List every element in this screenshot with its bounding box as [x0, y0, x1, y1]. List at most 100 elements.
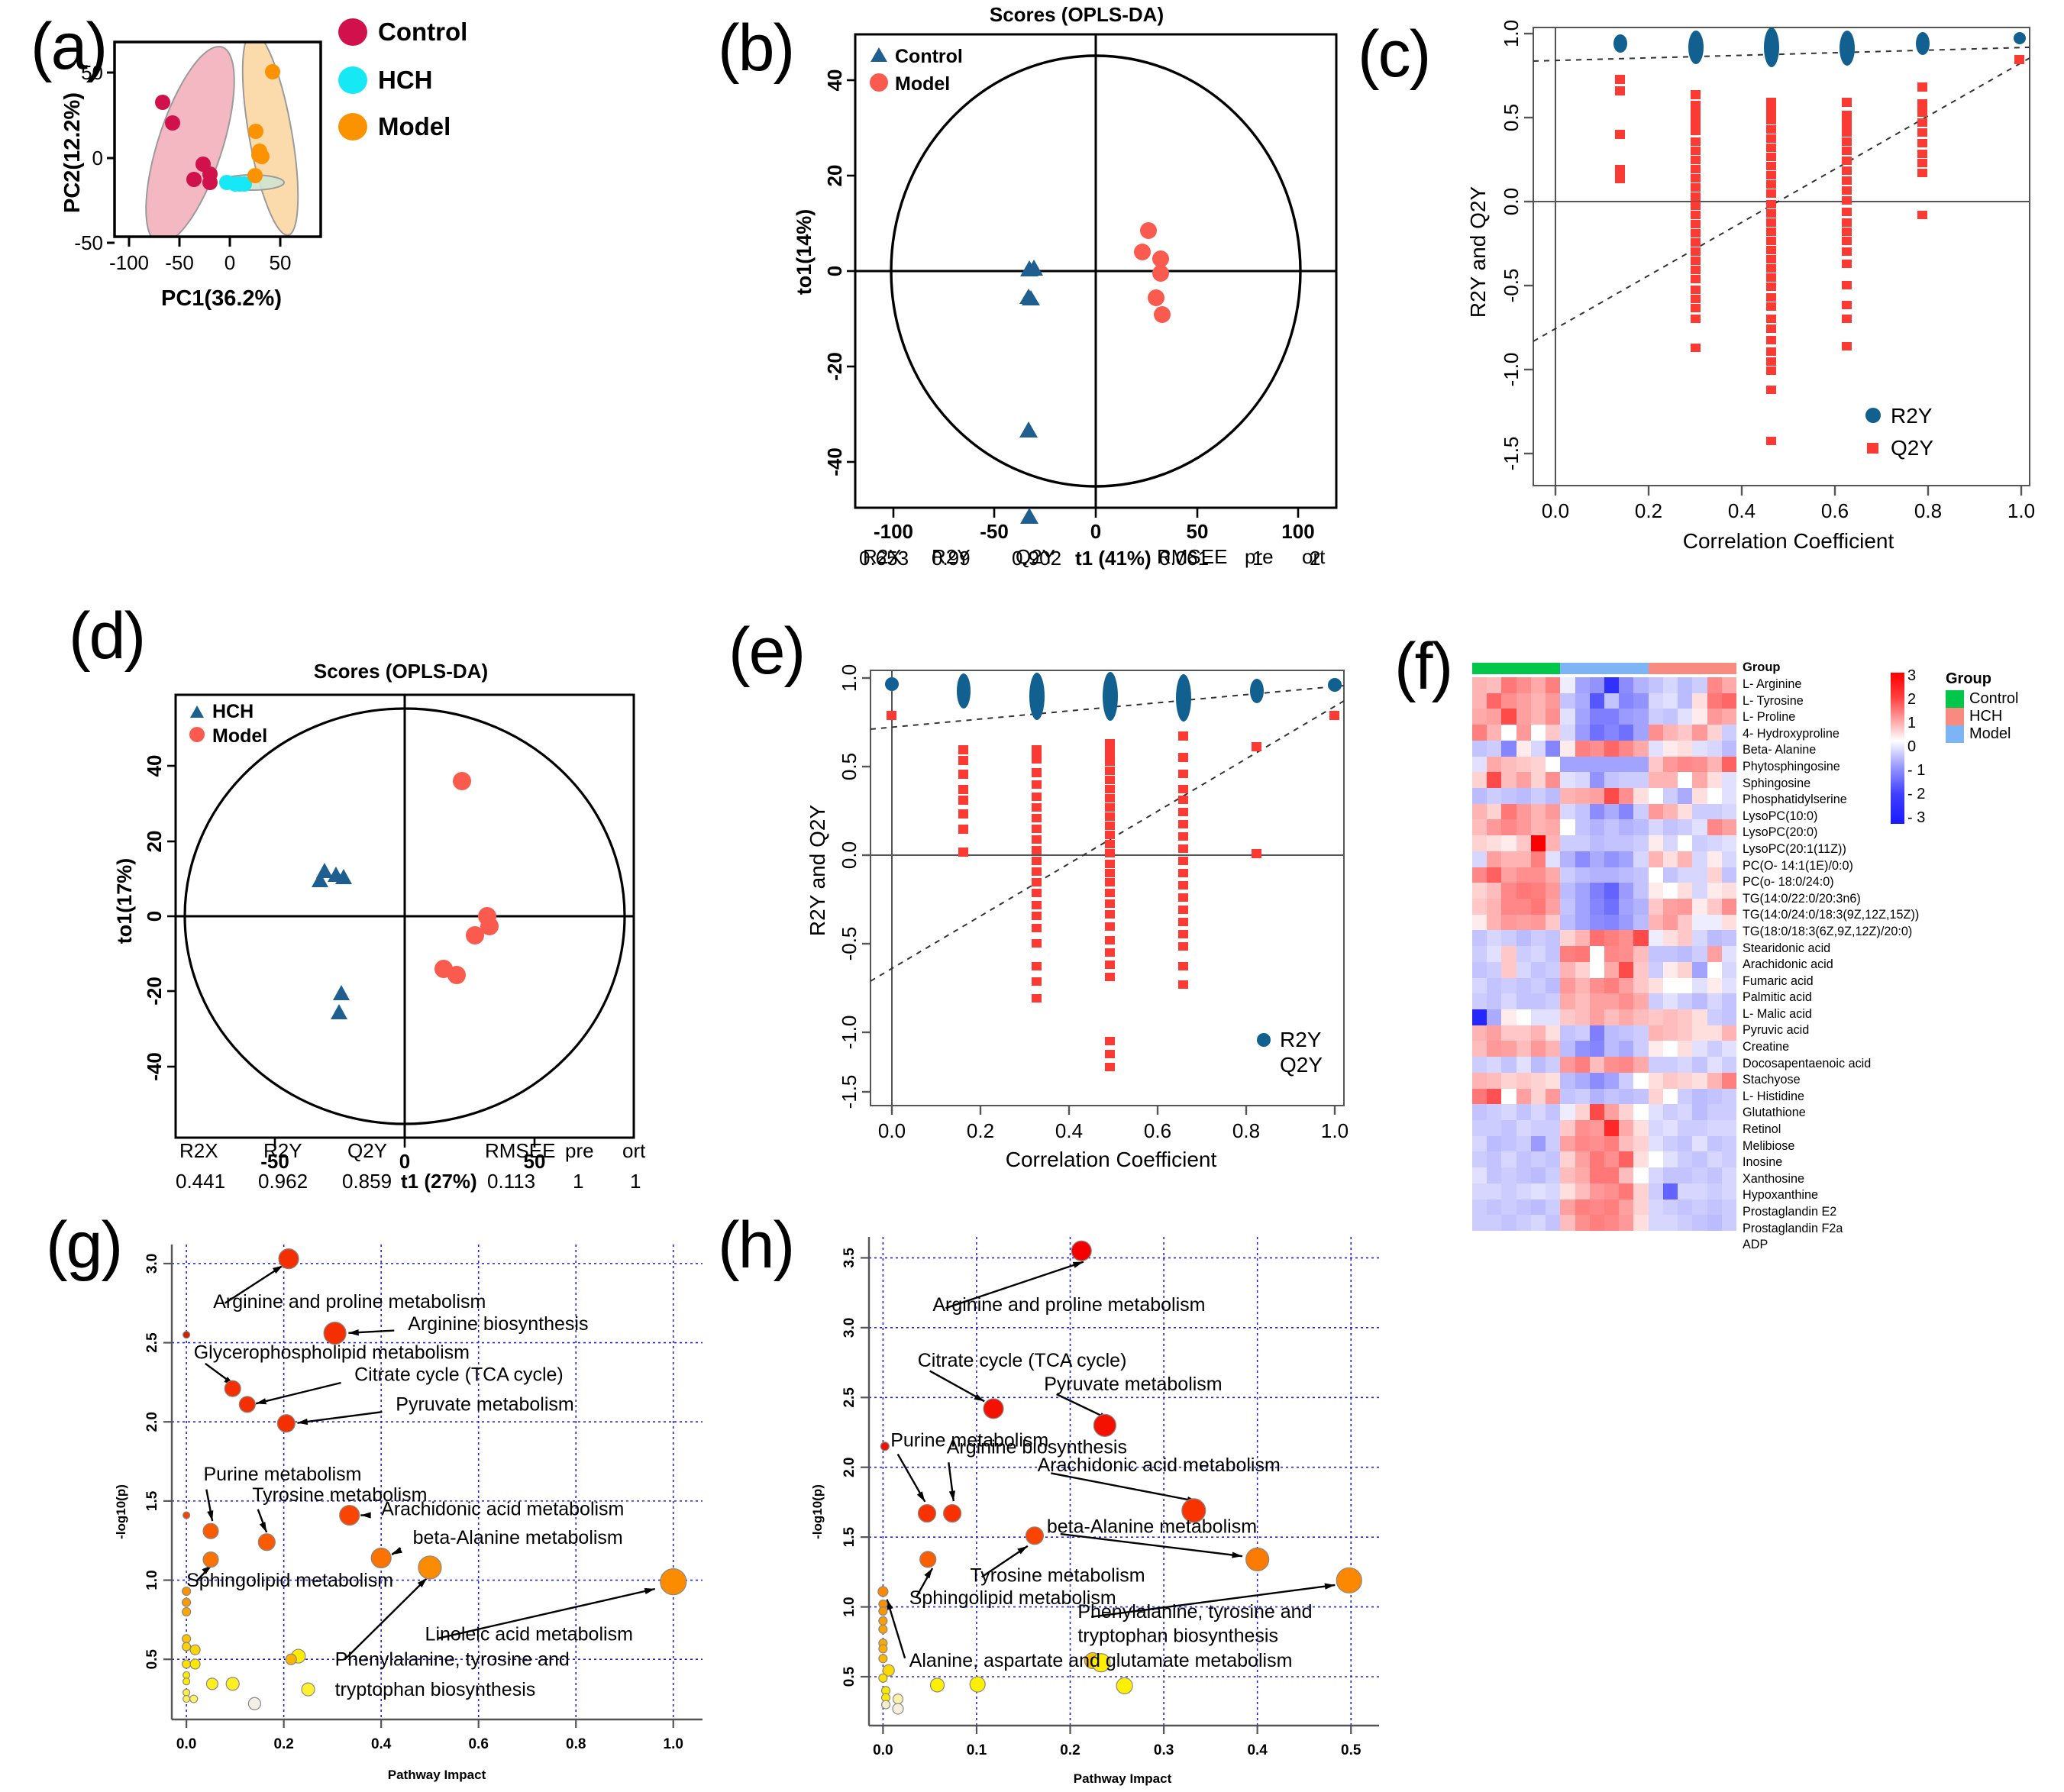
heatmap-cell [1604, 1199, 1620, 1216]
x-tick-label: 0.4 [371, 1736, 392, 1752]
heatmap-cell [1648, 1104, 1663, 1120]
pathway-bubble[interactable] [1245, 1547, 1270, 1571]
panel-f: (f) Group L- Arginine L- Tyrosine L- Proli… [1390, 634, 2064, 1260]
pathway-bubble[interactable] [182, 1597, 192, 1607]
y-tick-label: 2.5 [144, 1332, 160, 1353]
pathway-bubble[interactable] [182, 1688, 191, 1697]
heatmap-cell [1560, 1088, 1575, 1105]
pathway-bubble[interactable] [247, 1697, 261, 1710]
heatmap-cell [1692, 1183, 1707, 1200]
pathway-bubble[interactable] [1025, 1526, 1045, 1545]
heatmap-cell [1633, 914, 1649, 931]
pathway-bubble[interactable] [1336, 1567, 1362, 1593]
heatmap-cell [1472, 898, 1487, 915]
pathway-bubble[interactable] [917, 1503, 937, 1523]
pathway-bubble[interactable] [878, 1606, 888, 1616]
pathway-bubble[interactable] [224, 1380, 241, 1397]
pathway-bubble[interactable] [892, 1703, 904, 1715]
pathway-bubble[interactable] [877, 1586, 889, 1597]
pathway-bubble[interactable] [919, 1551, 937, 1568]
pathway-bubble[interactable] [189, 1694, 199, 1703]
pathway-bubble[interactable] [182, 1331, 191, 1339]
heatmap-cell [1662, 961, 1678, 978]
pathway-bubble[interactable] [301, 1682, 315, 1697]
pathway-bubble[interactable] [278, 1248, 299, 1270]
pathway-annotation-label: tryptophan biosynthesis [335, 1679, 536, 1700]
pathway-bubble[interactable] [929, 1677, 945, 1693]
heatmap-cell [1501, 914, 1517, 931]
x-tick-neg50: -50 [980, 520, 1009, 543]
pathway-bubble[interactable] [285, 1653, 297, 1665]
heatmap-cell [1619, 709, 1634, 725]
heatmap-cell [1560, 993, 1575, 1009]
pathway-bubble[interactable] [878, 1673, 888, 1683]
pathway-bubble[interactable] [257, 1533, 276, 1551]
pathway-bubble[interactable] [882, 1664, 895, 1677]
legend-label-model: Model [212, 725, 267, 747]
annotation-arrow [1091, 1584, 1336, 1618]
pathway-bubble[interactable] [225, 1677, 240, 1691]
pathway-bubble[interactable] [182, 1606, 192, 1617]
pathway-bubble[interactable] [202, 1551, 219, 1568]
heatmap-cell [1648, 1119, 1663, 1136]
heatmap-cell [1560, 1183, 1575, 1200]
pathway-bubble[interactable] [182, 1634, 192, 1644]
arrow-head [297, 1418, 308, 1426]
heatmap-cell [1575, 993, 1590, 1009]
pathway-bubble[interactable] [202, 1522, 219, 1539]
heatmap-cell [1516, 1215, 1531, 1231]
pathway-bubble[interactable] [878, 1644, 888, 1654]
heatmap-cell [1604, 709, 1620, 725]
pathway-bubble[interactable] [880, 1442, 890, 1451]
heatmap-cell [1707, 1041, 1722, 1057]
legend-label-r2y: R2Y [1280, 1028, 1322, 1051]
pathway-bubble[interactable] [1091, 1653, 1111, 1673]
pathway-bubble[interactable] [205, 1677, 219, 1690]
pathway-bubble[interactable] [1093, 1413, 1116, 1437]
pathway-bubble[interactable] [323, 1322, 347, 1345]
heatmap-row-label: L- Arginine [1743, 677, 1802, 691]
heatmap-cell [1472, 709, 1487, 725]
pathway-bubble[interactable] [880, 1700, 891, 1710]
pathway-bubble[interactable] [189, 1644, 201, 1655]
pathway-bubble[interactable] [1181, 1498, 1206, 1523]
heatmap-cell [1707, 1135, 1722, 1152]
pathway-bubble[interactable] [969, 1676, 986, 1693]
heatmap-cell [1487, 1057, 1502, 1073]
pathway-bubble[interactable] [182, 1677, 191, 1686]
y-tick-neg1-0: -1.0 [838, 1015, 861, 1050]
pathway-bubble[interactable] [182, 1671, 191, 1680]
pathway-bubble[interactable] [370, 1547, 392, 1569]
pathway-bubble[interactable] [878, 1624, 888, 1634]
heatmap-cell [1575, 1088, 1590, 1105]
pathway-bubble[interactable] [182, 1659, 192, 1669]
heatmap-cell [1487, 1041, 1502, 1057]
pathway-bubble[interactable] [182, 1694, 191, 1703]
pathway-bubble[interactable] [339, 1504, 360, 1526]
pathway-bubble[interactable] [942, 1503, 962, 1523]
heatmap-cell [1487, 883, 1502, 899]
pathway-bubble[interactable] [1071, 1240, 1092, 1261]
heatmap-cell [1662, 677, 1678, 693]
pathway-bubble[interactable] [660, 1568, 687, 1596]
pathway-bubble[interactable] [1116, 1677, 1133, 1694]
pathway-bubble[interactable] [182, 1586, 192, 1597]
heatmap-cell [1604, 1025, 1620, 1041]
pathway-bubble[interactable] [418, 1555, 442, 1580]
heatmap-cell [1530, 883, 1546, 899]
pathway-bubble[interactable] [238, 1396, 256, 1413]
pathway-bubble[interactable] [878, 1654, 888, 1664]
pathway-bubble[interactable] [983, 1398, 1004, 1419]
pathway-bubble[interactable] [276, 1414, 296, 1433]
pathway-bubble[interactable] [182, 1642, 192, 1652]
heatmap-cell [1692, 709, 1707, 725]
heatmap-cell [1721, 961, 1736, 978]
pathway-bubble[interactable] [892, 1694, 904, 1705]
heatmap-row-label: L- Tyrosine [1743, 693, 1804, 708]
pathway-annotation-label: Alanine, aspartate and glutamate metabol… [909, 1650, 1293, 1671]
heatmap-cell [1678, 1088, 1693, 1105]
pathway-bubble[interactable] [189, 1658, 201, 1670]
pathway-bubble[interactable] [182, 1511, 191, 1519]
pathway-bubble[interactable] [878, 1616, 888, 1626]
heatmap-cell [1692, 1104, 1707, 1120]
